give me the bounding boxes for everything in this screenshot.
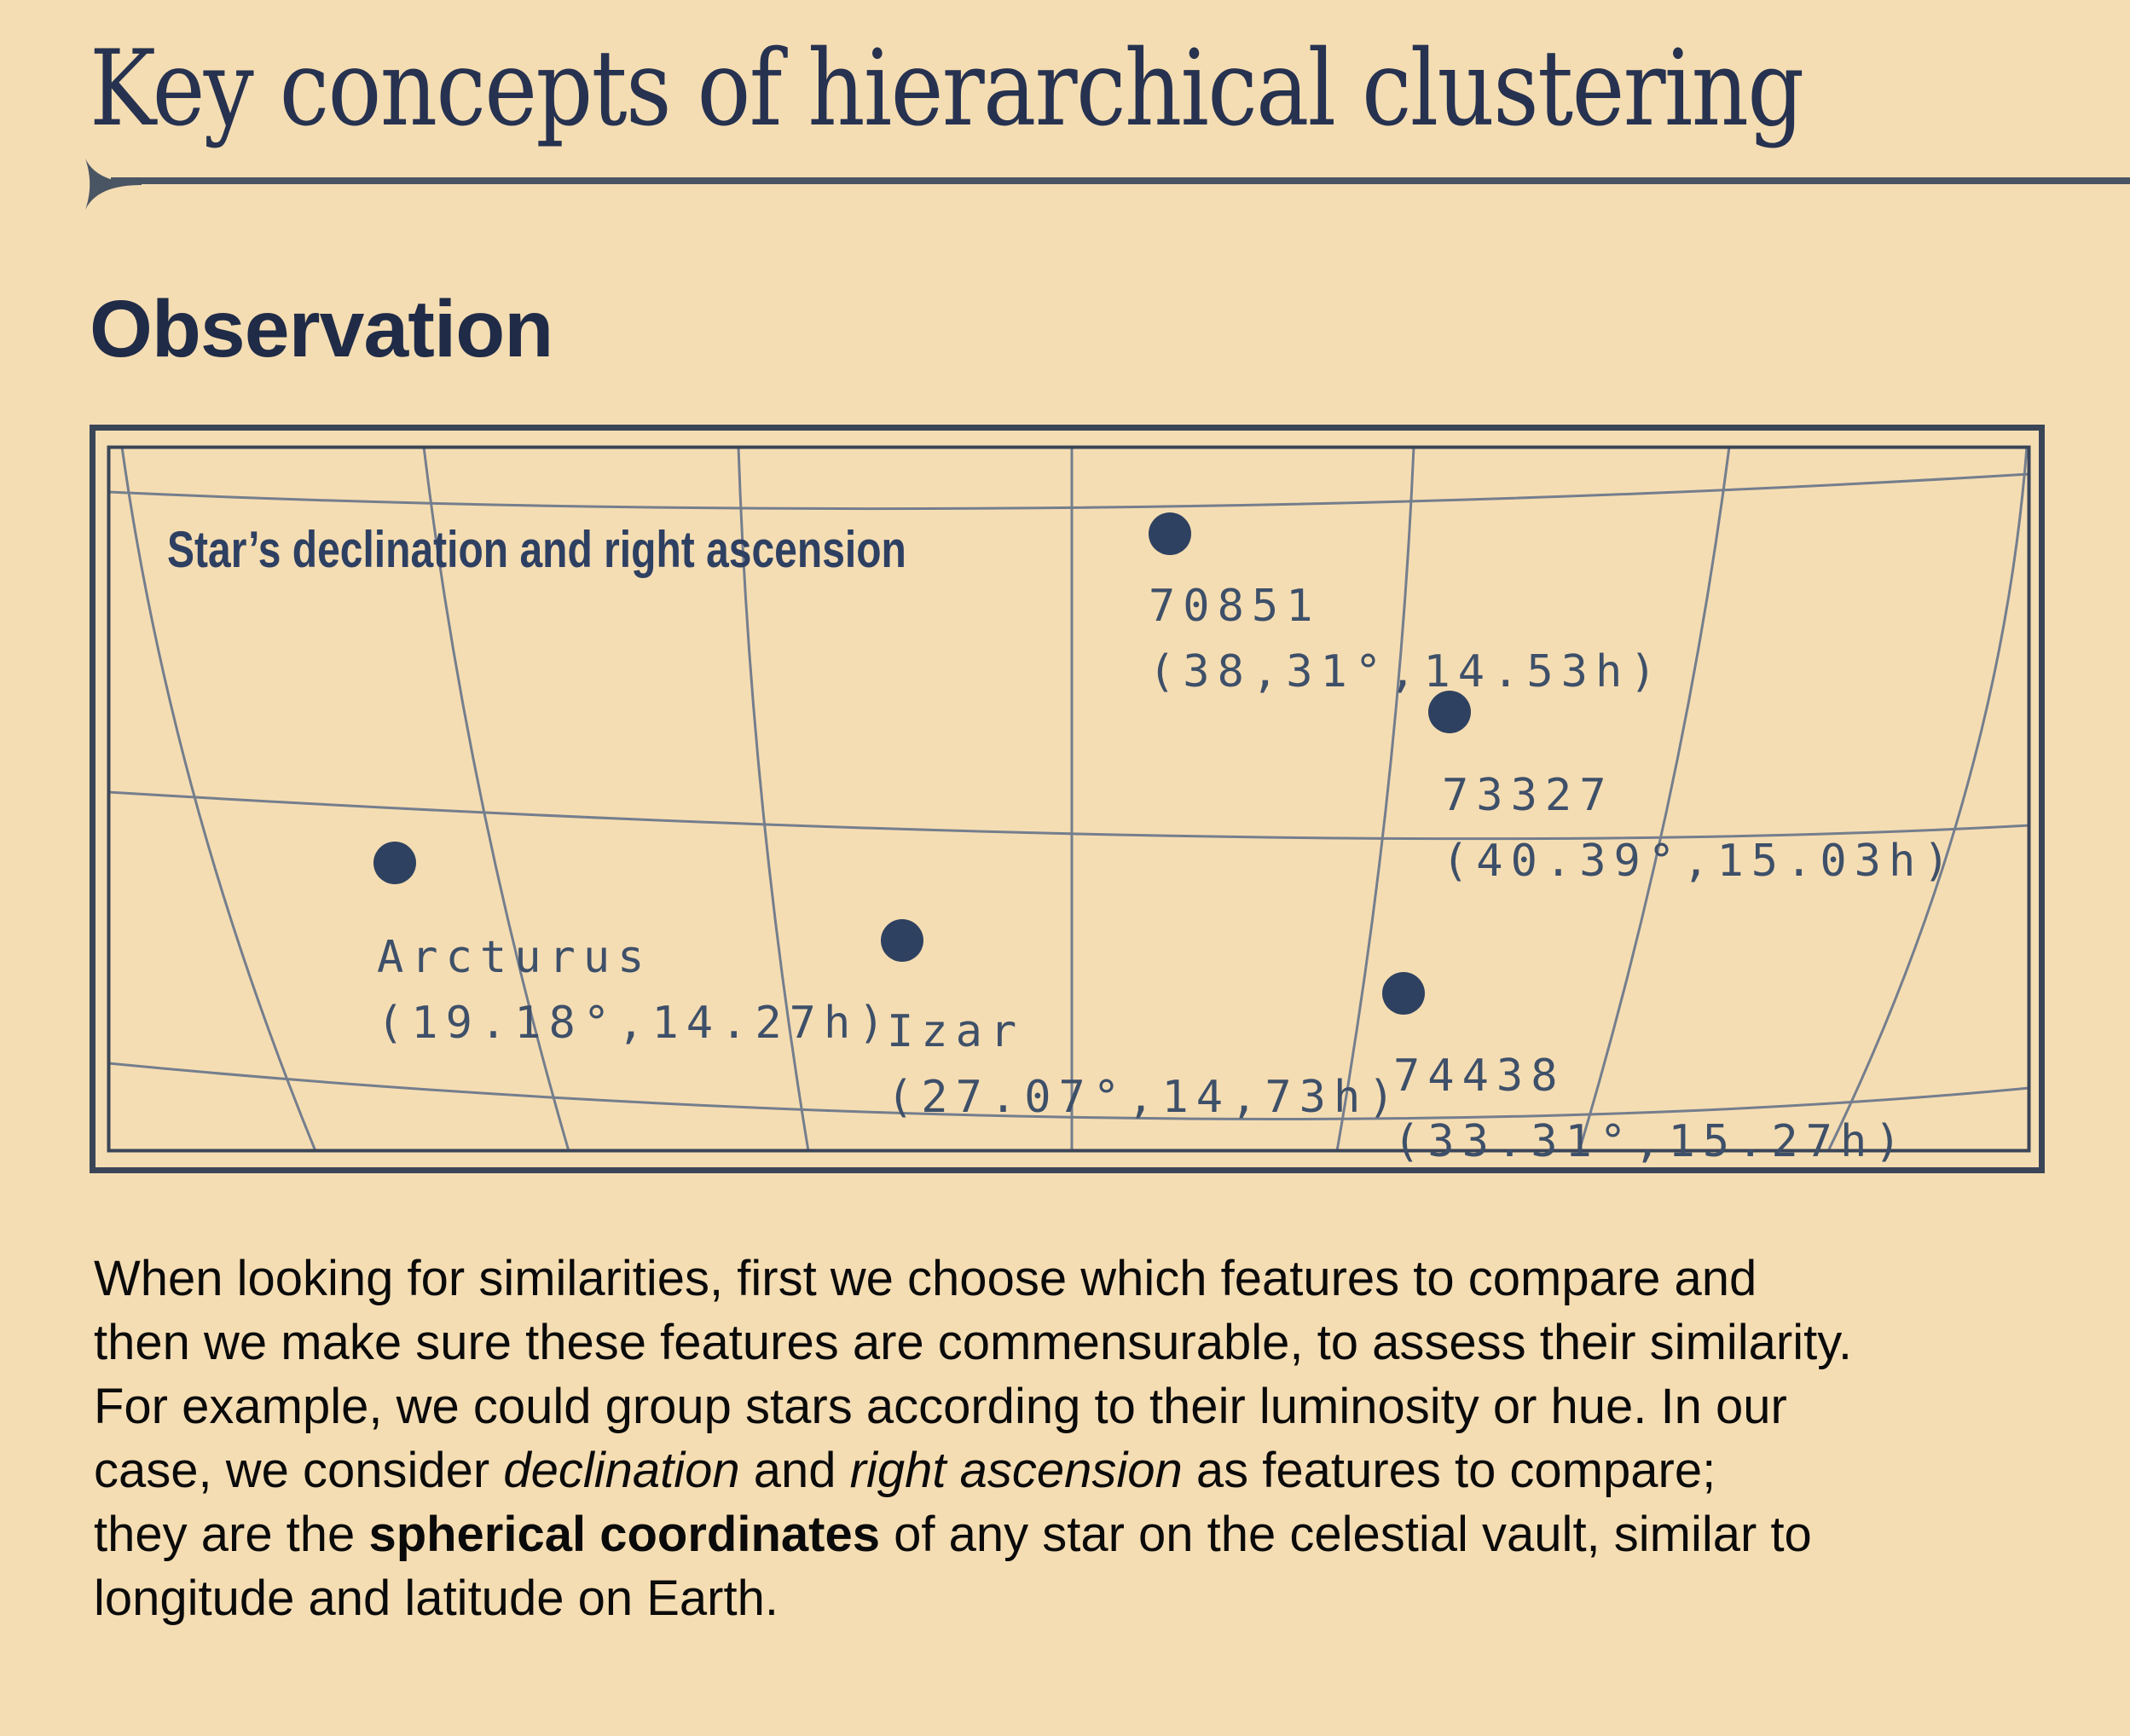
page-title: Key concepts of hierarchical clustering [90,28,1804,150]
body-text: For example, we could group stars accord… [94,1379,1787,1434]
body-text: case, we consider [94,1443,504,1498]
graticule-meridian [737,446,810,1152]
graticule-parallel [107,1062,2030,1120]
star-label-70851: 70851 (38,31°,14.53h) [1149,574,1664,705]
star-name: 74438 [1393,1050,1566,1102]
star-coordinates: (27.07°,14,73h) [887,1072,1403,1123]
body-line-5: they are the spherical coordinates of an… [94,1502,2089,1566]
star-name: 73327 [1442,770,1614,821]
graticule-meridian [422,446,570,1152]
star-name: Arcturus [377,932,652,983]
graticule-meridian [1577,446,1731,1152]
graticule-meridian [1826,446,2029,1152]
body-line-1: When looking for similarities, first we … [94,1247,2089,1311]
star-dot-73327 [1428,691,1471,733]
body-line-3: For example, we could group stars accord… [94,1374,2089,1438]
star-label-arcturus: Arcturus (19.18°,14.27h) [377,925,893,1056]
body-text: longitude and latitude on Earth. [94,1571,778,1626]
body-text-italic: declination [503,1443,740,1498]
star-name: Izar [887,1006,1025,1057]
body-text: and [739,1443,850,1498]
title-rule [111,177,2130,184]
chart-title: Star’s declination and right ascension [167,521,906,578]
graticule-meridian [1335,446,1415,1152]
section-heading: Observation [90,284,553,374]
body-text-bold: spherical coordinates [368,1507,880,1562]
star-coordinates: (19.18°,14.27h) [377,998,893,1049]
star-label-74438: 74438 (33.31°,15.27h) [1393,1044,1909,1175]
body-text: as features to compare; [1182,1443,1716,1498]
body-paragraph: When looking for similarities, first we … [94,1247,2089,1630]
body-line-2: then we make sure these features are com… [94,1311,2089,1374]
body-line-4: case, we consider declination and right … [94,1438,2089,1502]
star-coordinates: (40.39°,15.03h) [1442,836,1958,887]
body-text: When looking for similarities, first we … [94,1251,1757,1306]
star-dot-74438 [1382,972,1425,1015]
star-coordinates: (38,31°,14.53h) [1149,646,1664,697]
body-line-6: longitude and latitude on Earth. [94,1566,2089,1630]
star-dot-arcturus [373,842,416,884]
rule-arrow-icon [85,159,142,210]
star-label-izar: Izar (27.07°,14,73h) [887,999,1403,1131]
body-text-italic: right ascension [849,1443,1183,1498]
star-label-73327: 73327 (40.39°,15.03h) [1442,763,1958,894]
chart-outer-frame [90,425,2045,1173]
body-text: then we make sure these features are com… [94,1315,1853,1370]
chart-inner-frame [107,445,2031,1153]
graticule-meridian [120,446,317,1152]
star-dot-izar [881,919,923,962]
star-dot-70851 [1149,512,1191,555]
body-text: of any star on the celestial vault, simi… [879,1507,1812,1562]
body-text: they are the [94,1507,369,1562]
star-coordinates: (33.31°,15.27h) [1393,1116,1909,1167]
star-chart: Star’s declination and right ascension 7… [90,425,2045,1173]
star-name: 70851 [1149,581,1321,632]
graticule-parallel [107,790,2030,841]
chart-canvas [90,425,2045,1173]
graticule-parallel [107,472,2030,511]
